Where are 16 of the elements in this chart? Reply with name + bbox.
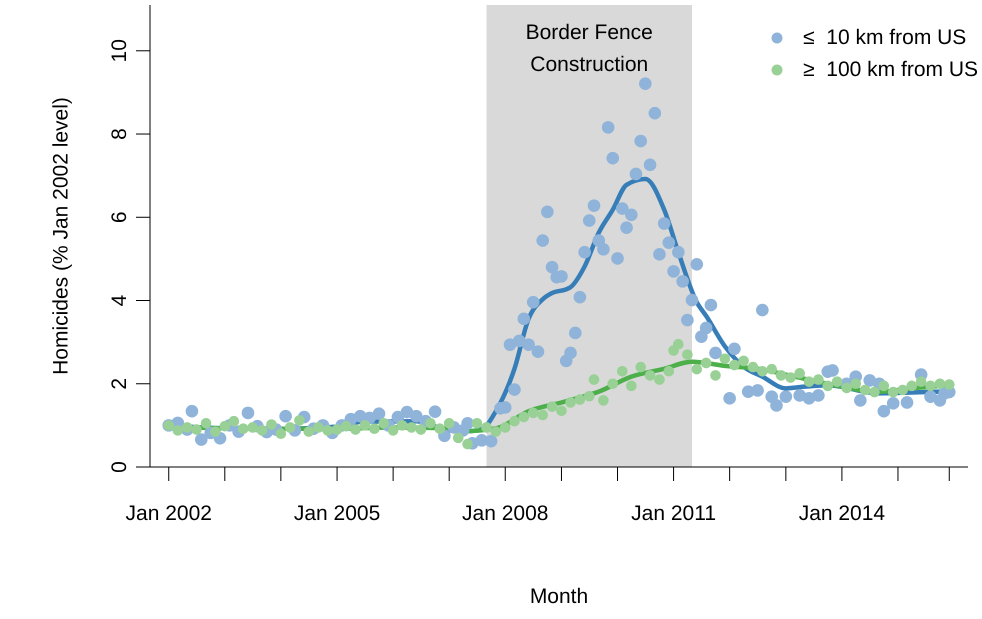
y-tick-label: 4 (108, 294, 131, 306)
y-tick-label: 6 (108, 211, 131, 224)
x-axis-title: Month (530, 585, 588, 608)
x-tick-label: Jan 2002 (126, 502, 212, 525)
legend-label: ≥ 100 km from US (803, 57, 978, 83)
legend-label: ≤ 10 km from US (803, 25, 966, 51)
y-tick-label: 10 (108, 39, 131, 62)
y-tick-label: 2 (108, 378, 131, 390)
x-tick-label: Jan 2008 (462, 502, 548, 525)
y-axis-title: Homicides (% Jan 2002 level) (49, 97, 72, 375)
x-tick-label: Jan 2011 (631, 502, 716, 525)
x-tick-label: Jan 2014 (798, 502, 886, 525)
y-tick-label: 0 (108, 461, 131, 473)
band-label: Border Fence Construction (526, 21, 653, 76)
x-tick-label: Jan 2005 (294, 502, 380, 525)
y-tick-label: 8 (108, 128, 131, 140)
